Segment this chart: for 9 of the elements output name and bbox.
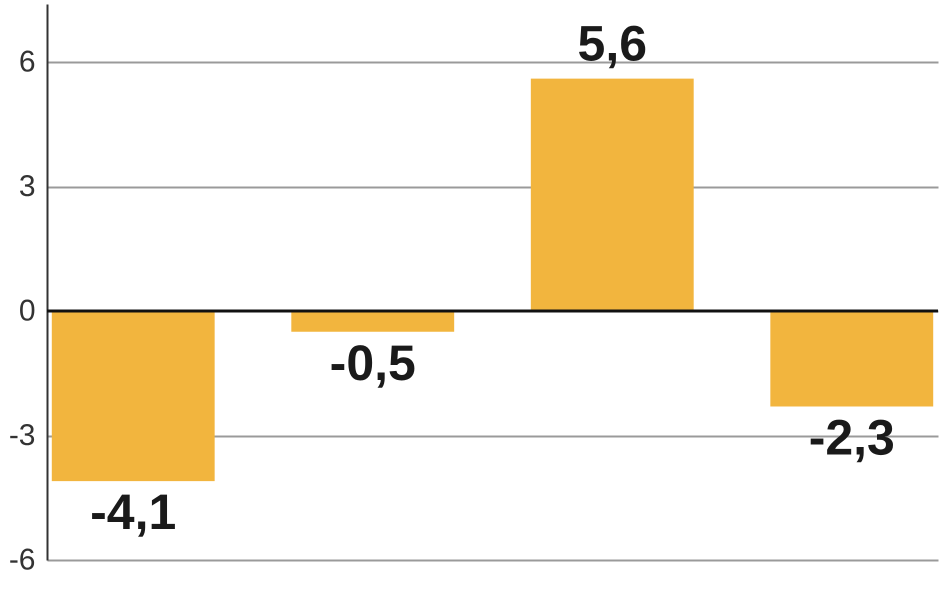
data-label: -2,3	[808, 409, 895, 466]
data-label: 5,6	[578, 16, 648, 72]
y-tick-label: 3	[18, 170, 36, 204]
data-label: -4,1	[90, 484, 176, 540]
y-tick-label: 6	[18, 46, 36, 79]
y-tick-label: -6	[8, 544, 36, 576]
y-tick-label: -3	[8, 419, 36, 452]
y-tick-label: 0	[18, 294, 36, 328]
data-label: -0,5	[330, 334, 416, 391]
